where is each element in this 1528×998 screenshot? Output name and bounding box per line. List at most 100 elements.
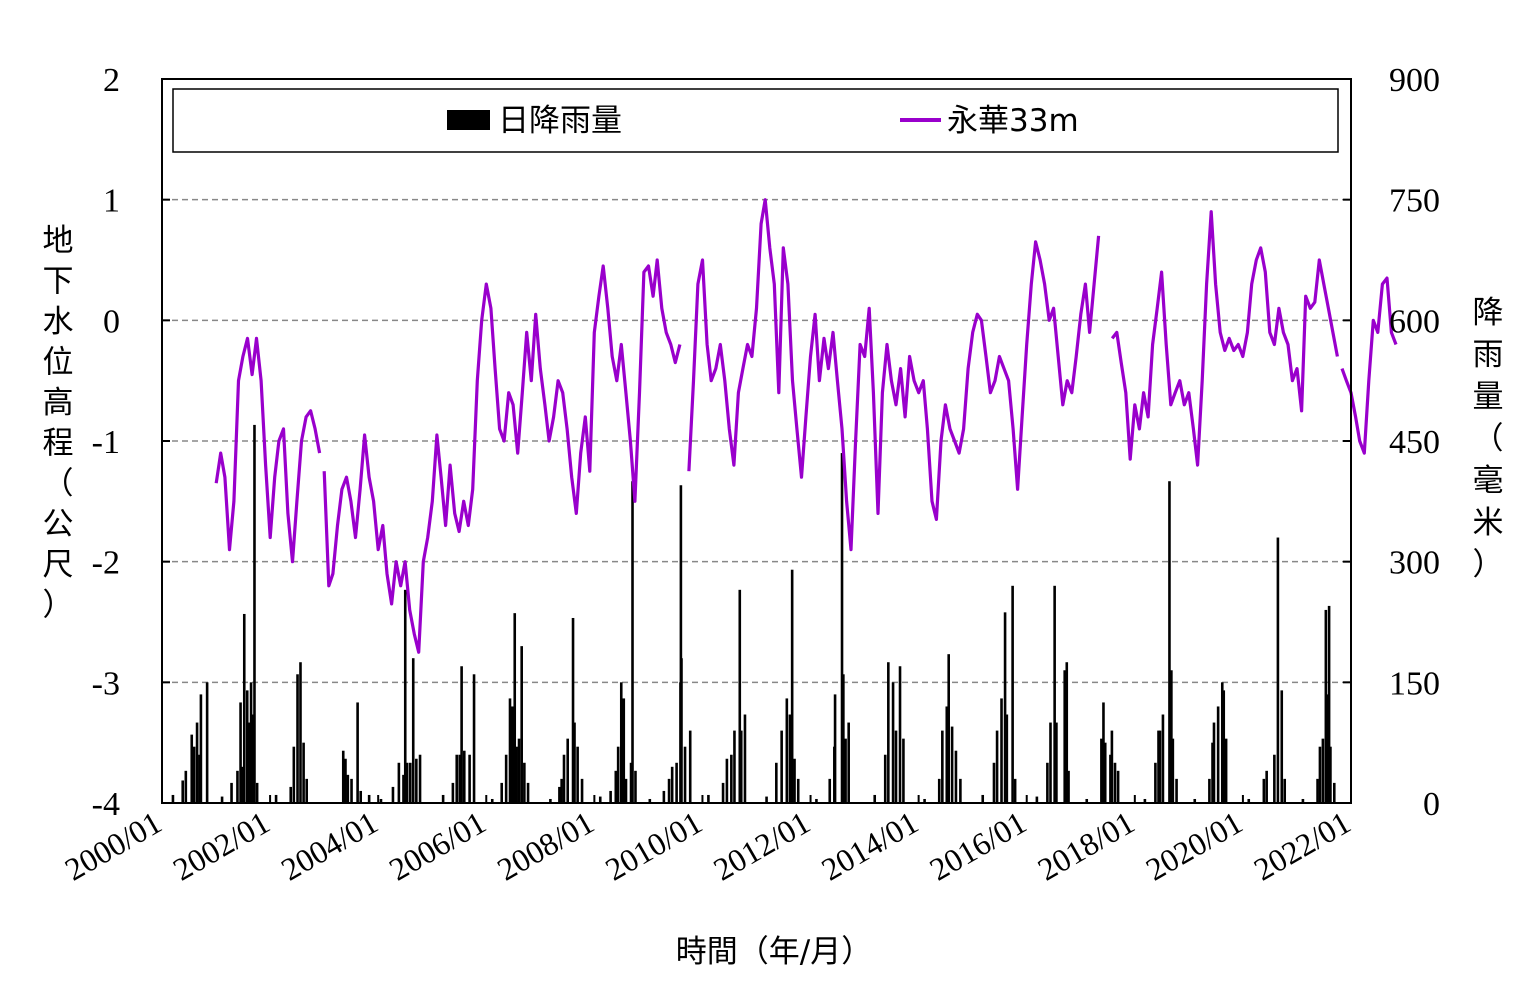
rain-bar [1327,605,1331,803]
rain-bar [462,750,466,803]
rain-bar [305,778,309,803]
rain-bar [1103,742,1107,803]
rain-bar [562,754,566,803]
rain-bar [648,798,652,803]
rain-bar [1208,778,1211,803]
rain-bar [549,798,552,803]
legend-label-groundwater: 永華33m [947,103,1079,139]
rain-bar [894,730,898,803]
rain-bar [898,666,902,803]
rain-bar [1247,798,1251,803]
axis-title-glyph: 地 [43,223,74,259]
rain-bar [959,778,962,803]
rain-bar [1113,762,1117,803]
rain-bar [1211,742,1214,803]
rain-bar [833,694,837,803]
y-right-tick-label: 300 [1389,545,1440,582]
rain-bar [796,778,800,803]
rain-bar [455,754,459,803]
rain-bar [873,794,877,803]
axis-title-glyph: 程 [43,426,74,462]
rain-bar [847,722,850,803]
rain-bar [190,734,194,803]
rain-bar [1171,738,1175,803]
rain-bar [171,794,175,803]
axis-title-glyph: 雨 [1473,337,1504,373]
rain-bar [828,778,832,803]
rain-bar [680,658,683,803]
rain-bar [631,481,634,803]
rain-bar [510,706,514,803]
rain-bar [391,786,395,803]
rain-bar [1321,738,1325,803]
rain-bar [1049,722,1052,803]
rain-bar [1216,706,1220,803]
rain-bar [1222,690,1226,803]
rain-bar [1168,481,1171,803]
x-tick-label: 2012/01 [707,804,816,888]
rain-bar [1065,662,1069,803]
rain-bar [675,762,678,803]
rain-bar [1055,722,1058,803]
rain-bar [1175,778,1178,803]
axis-title-glyph: ） [43,588,74,624]
rain-bar [1283,778,1287,803]
rain-bar [517,738,521,803]
groundwater-line-segment [1110,210,1339,467]
rain-bar [255,782,259,803]
rain-bar [923,798,926,803]
rain-bar [995,730,999,803]
rain-bar [739,730,743,803]
rain-bar [815,798,818,803]
y-right-tick-label: 150 [1389,665,1440,702]
rain-bar [743,714,747,803]
rain-bar [1046,762,1049,803]
rain-bar [1193,798,1197,803]
y-right-tick-label: 600 [1389,303,1440,340]
axis-title-glyph: 毫 [1473,463,1504,499]
y-right-tick-label: 900 [1389,62,1440,99]
rain-bar [560,778,563,803]
rain-bar [670,766,674,803]
x-tick-label: 2004/01 [275,804,384,888]
rain-bar [350,778,353,803]
rain-bar [236,770,239,803]
rain-bar [721,782,725,803]
rain-bar [1332,782,1336,803]
rain-bar [184,770,188,803]
axis-title-glyph: 公 [43,507,74,543]
axis-title-glyph: 米 [1473,505,1504,541]
rain-bar [1102,702,1105,803]
rain-bar [902,738,905,803]
rain-bar [580,778,584,803]
x-tick-label: 2016/01 [923,804,1032,888]
y-left-tick-label: -1 [92,424,120,461]
rain-bar [1170,670,1173,803]
rain-bars [171,424,1336,803]
rain-bar [1085,798,1089,803]
rain-bar [1161,714,1165,803]
rain-bar [408,762,412,803]
y-left-tick-label: -4 [92,786,120,823]
rain-bar [614,770,618,803]
rain-bar [1154,762,1157,803]
rain-bar [730,754,733,803]
rain-bar [515,746,518,803]
rain-bar [292,746,296,803]
rain-bar [844,738,847,803]
rain-bar [1110,730,1114,803]
rain-bar [249,682,253,803]
rain-bar [198,754,201,803]
x-tick-label: 2002/01 [167,804,276,888]
rain-bar [344,758,347,803]
rain-bar [688,730,692,803]
legend: 日降雨量 永華33m [172,88,1339,153]
rain-bar [1265,770,1268,803]
rain-bar [733,730,736,803]
rain-bar [192,746,196,803]
rain-bar [945,706,949,803]
legend-box [172,88,1339,153]
rain-bar [402,774,405,803]
rain-bar [418,754,422,803]
